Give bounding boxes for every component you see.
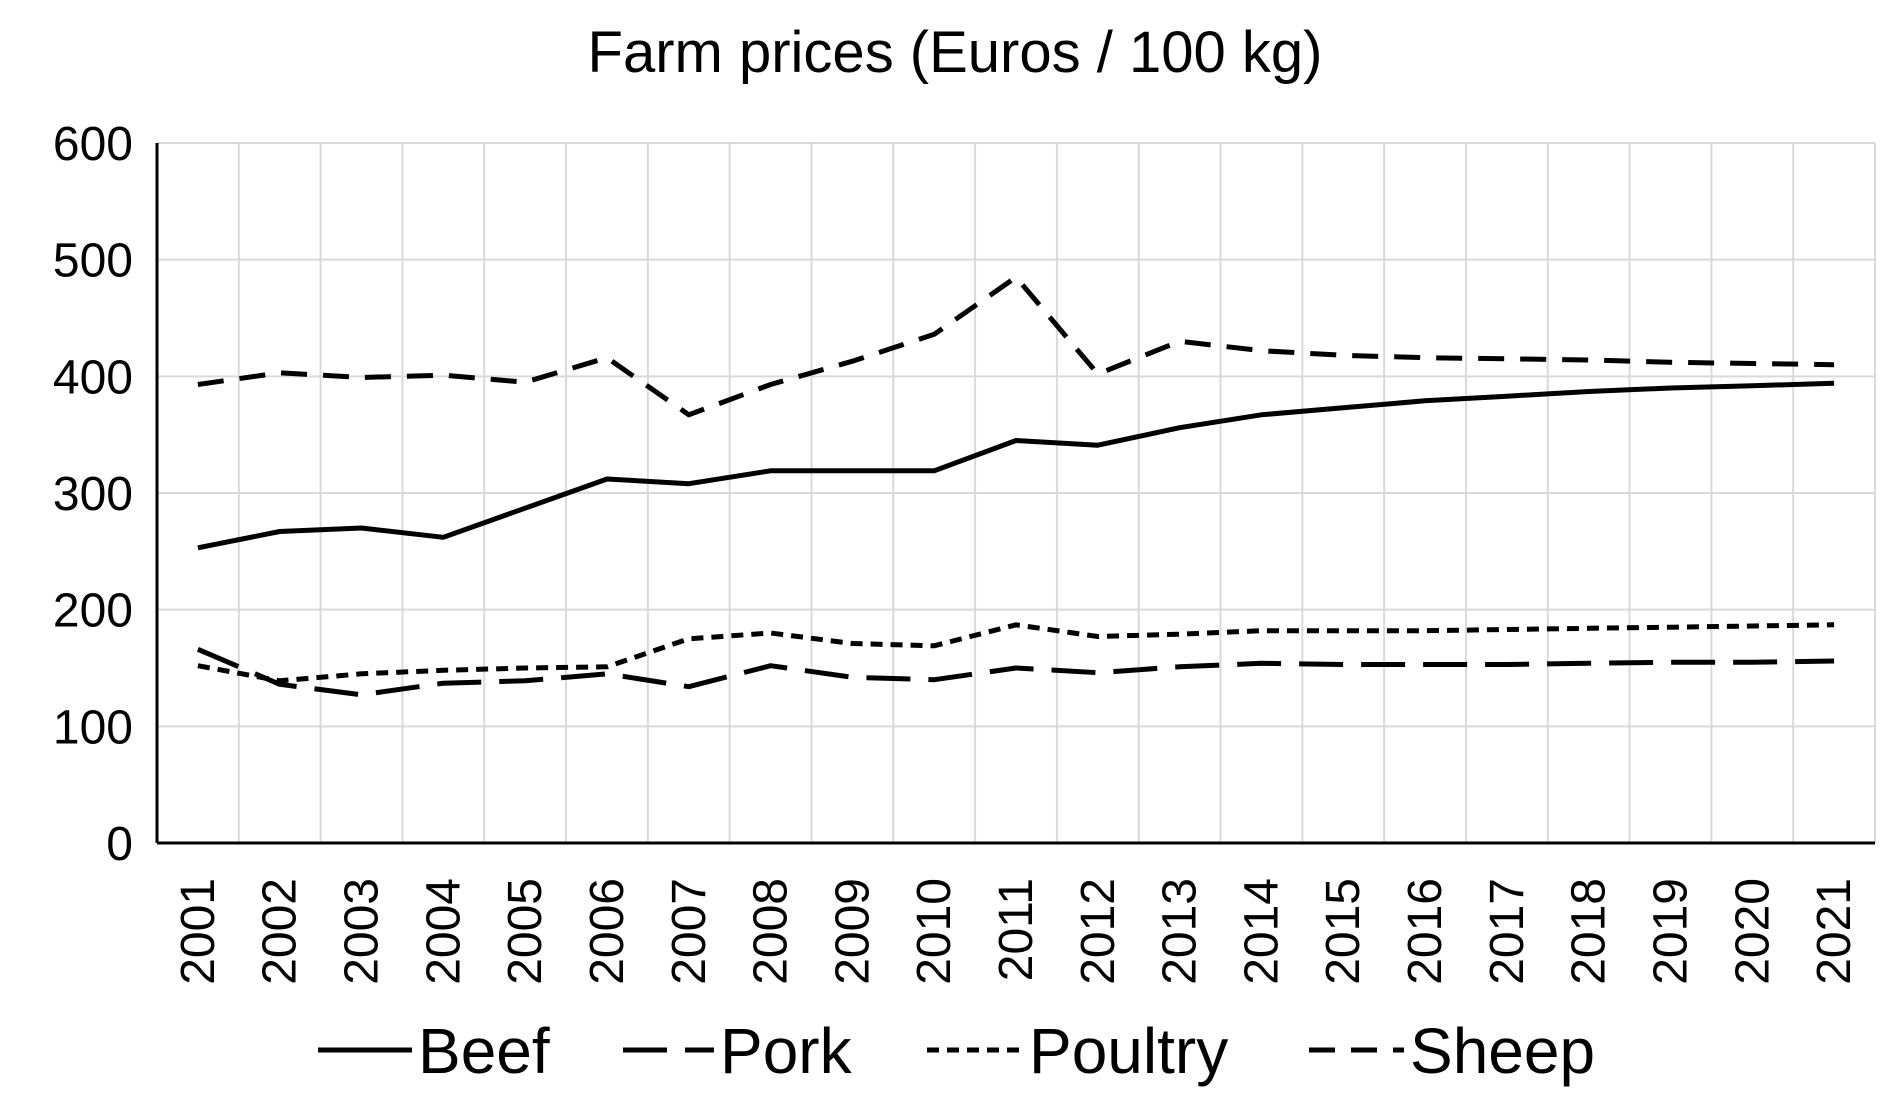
y-tick-label: 200 — [53, 585, 133, 638]
series-line-sheep — [197, 274, 1835, 418]
x-tick-label: 2002 — [254, 878, 307, 985]
chart-title: Farm prices (Euros / 100 kg) — [588, 20, 1323, 85]
series-line-poultry — [197, 622, 1835, 684]
x-tick-label: 2014 — [1235, 878, 1288, 985]
legend: Beef Pork Poultry Sheep — [318, 1015, 1595, 1087]
x-tick-label: 2021 — [1808, 878, 1861, 985]
x-tick-label: 2008 — [745, 878, 798, 985]
y-tick-label: 300 — [53, 468, 133, 521]
x-tick-label: 2009 — [826, 878, 879, 985]
x-tick-label: 2007 — [663, 878, 716, 985]
series-line-pork — [196, 647, 1835, 698]
x-tick-label: 2011 — [990, 878, 1043, 981]
series-line-beef — [197, 380, 1835, 551]
grid-layer — [157, 142, 1876, 843]
x-tick-label: 2005 — [499, 878, 552, 985]
x-tick-label: 2003 — [336, 878, 389, 985]
x-tick-label: 2004 — [417, 878, 470, 985]
legend-label-poultry: Poultry — [1029, 1015, 1228, 1087]
y-tick-label: 100 — [53, 701, 133, 754]
axis-layer — [155, 143, 1875, 845]
x-tick-label: 2001 — [172, 878, 225, 985]
legend-label-beef: Beef — [418, 1015, 550, 1087]
x-tick-label: 2006 — [581, 878, 634, 985]
series-layer — [196, 274, 1835, 698]
tick-layer: 0 100 200 300 400 500 600 2001 2002 2003 2004 2005 2… — [53, 118, 1861, 985]
y-tick-label: 600 — [53, 118, 133, 171]
x-tick-label: 2017 — [1481, 878, 1534, 985]
y-tick-label: 0 — [106, 818, 133, 871]
x-tick-label: 2012 — [1072, 878, 1125, 985]
x-tick-label: 2016 — [1399, 878, 1452, 985]
x-tick-label: 2013 — [1154, 878, 1207, 985]
y-tick-label: 400 — [53, 351, 133, 404]
x-tick-label: 2020 — [1726, 878, 1779, 985]
legend-label-pork: Pork — [720, 1015, 853, 1087]
x-tick-label: 2010 — [908, 878, 961, 985]
x-tick-label: 2018 — [1563, 878, 1616, 985]
x-tick-label: 2019 — [1644, 878, 1697, 985]
legend-label-sheep: Sheep — [1410, 1015, 1595, 1087]
y-tick-label: 500 — [53, 235, 133, 288]
x-tick-label: 2015 — [1317, 878, 1370, 985]
